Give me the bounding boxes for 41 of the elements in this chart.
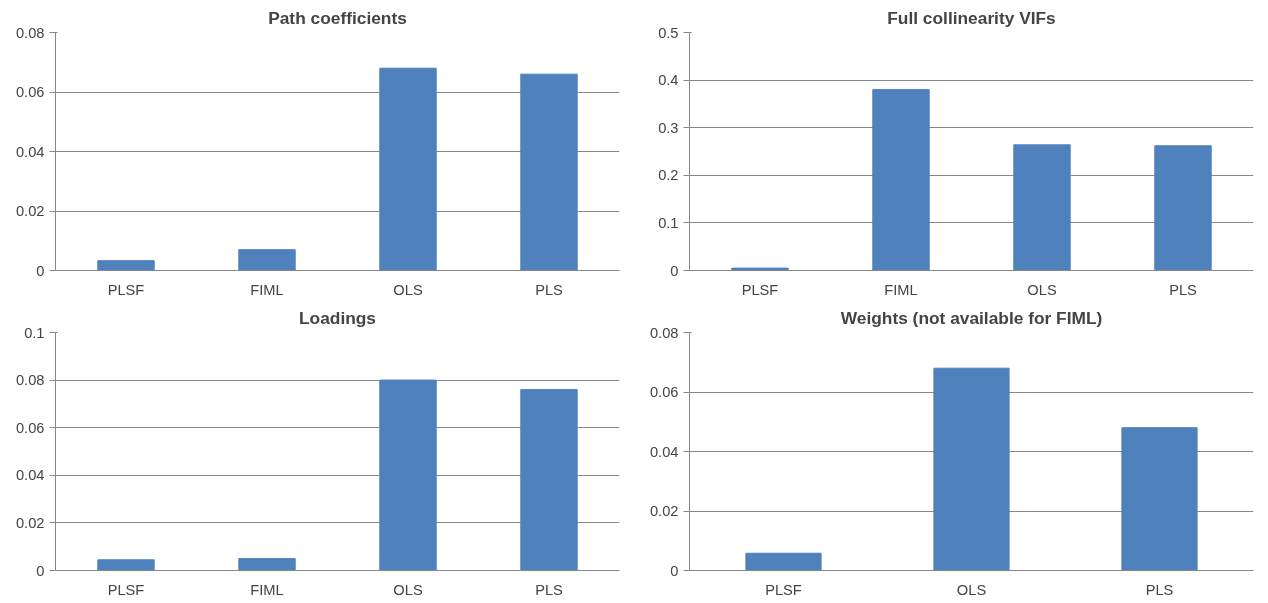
y-tick-label: 0.02 (15, 514, 45, 531)
chart-title: Weights (not available for FIML) (840, 307, 1103, 328)
y-tick-label: 0.02 (15, 203, 45, 219)
x-tick-label: PLSF (107, 581, 145, 598)
y-tick-label: 0.5 (658, 24, 679, 41)
y-tick-label: 0.3 (658, 119, 679, 136)
x-tick-label: PLSF (741, 281, 779, 298)
chart-title: Path coefficients (268, 7, 407, 28)
x-tick-label: PLS (1169, 281, 1198, 298)
y-tick-label: 0.1 (658, 214, 679, 231)
y-tick-label: 0.08 (649, 324, 679, 341)
y-tick-label: 0.4 (658, 72, 679, 89)
y-tick-label: 0 (670, 262, 679, 279)
x-tick-label: PLS (535, 281, 564, 298)
x-tick-label: FIML (884, 281, 918, 298)
x-tick-label: OLS (1027, 281, 1057, 298)
y-tick-label: 0.02 (649, 503, 679, 519)
x-tick-label: FIML (250, 581, 284, 598)
x-tick-label: PLS (535, 581, 564, 598)
y-tick-label: 0.06 (15, 84, 45, 100)
x-tick-label: OLS (393, 281, 423, 298)
y-tick-label: 0.04 (649, 443, 679, 460)
y-tick-label: 0.04 (15, 143, 45, 160)
chart-title: Loadings (298, 307, 377, 328)
y-tick-label: 0.06 (649, 384, 679, 400)
y-tick-label: 0.08 (15, 24, 45, 41)
x-tick-label: OLS (393, 581, 423, 598)
y-tick-label: 0.08 (15, 372, 45, 389)
x-tick-label: PLS (1145, 581, 1174, 598)
y-tick-label: 0.2 (658, 167, 679, 184)
chart-title: Full collinearity VIFs (887, 7, 1056, 28)
x-tick-label: OLS (956, 581, 987, 598)
x-tick-label: FIML (250, 281, 284, 298)
y-tick-label: 0.06 (15, 419, 45, 436)
y-tick-label: 0.1 (24, 324, 45, 341)
y-tick-label: 0.04 (15, 467, 45, 484)
y-tick-label: 0 (36, 562, 45, 579)
x-tick-label: PLSF (765, 581, 802, 598)
x-tick-label: PLSF (107, 281, 145, 298)
y-tick-label: 0 (670, 562, 679, 579)
y-tick-label: 0 (36, 262, 45, 279)
